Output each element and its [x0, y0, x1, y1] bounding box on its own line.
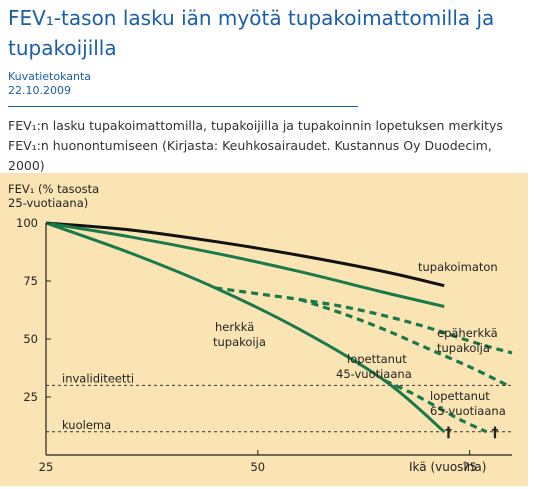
reference-lines: invaliditeetti kuolema	[46, 371, 512, 433]
tick-labels: 100 75 50 25 25 50 75	[16, 216, 477, 474]
label-lop65-2: 65-vuotiaana	[430, 404, 506, 418]
ref-label-kuolema: kuolema	[62, 418, 111, 432]
label-epaherkka-1: epäherkkä	[437, 326, 498, 340]
y-tick-label-75: 75	[23, 274, 38, 288]
y-tick-label-50: 50	[23, 332, 38, 346]
series-lopettanut-45-vuotiaana	[299, 298, 509, 387]
y-tick-label-25: 25	[23, 390, 38, 404]
label-herkka-2: tupakoija	[213, 335, 266, 349]
x-tick-label-25: 25	[39, 460, 54, 474]
label-tupakoimaton: tupakoimaton	[418, 260, 498, 274]
x-axis-title: Ikä (vuosina)	[409, 460, 486, 474]
label-lop45-2: 45-vuotiaana	[336, 367, 412, 381]
source-label: Kuvatietokanta	[8, 70, 92, 83]
death-markers: † †	[445, 425, 499, 441]
label-lop65-1: lopettanut	[430, 389, 490, 403]
label-herkka-1: herkkä	[215, 320, 254, 334]
death-marker-1: †	[445, 425, 452, 441]
article-meta: Kuvatietokanta 22.10.2009	[8, 70, 91, 98]
y-tick-label-100: 100	[16, 216, 38, 230]
series-dashed-3	[215, 286, 513, 355]
y-axis-title-line2: 25-vuotiaana)	[8, 196, 88, 210]
fev1-chart: FEV₁ (% tasosta 25-vuotiaana) invalidite…	[0, 173, 528, 486]
divider	[8, 106, 358, 107]
label-epaherkka-2: tupakoija	[437, 341, 490, 355]
death-marker-2: †	[492, 425, 499, 441]
series-tupakoimaton	[45, 221, 445, 288]
x-tick-label-75: 75	[462, 460, 477, 474]
figure-caption: FEV₁:n lasku tupakoimattomilla, tupakoij…	[8, 118, 503, 173]
y-axis-title-line1: FEV₁ (% tasosta	[8, 182, 99, 196]
publish-date: 22.10.2009	[8, 84, 71, 97]
ref-label-invaliditeetti: invaliditeetti	[62, 371, 134, 385]
page-title: FEV₁-tason lasku iän myötä tupakoimattom…	[8, 6, 495, 60]
series-group	[45, 221, 513, 434]
label-lop45-1: lopettanut	[347, 352, 407, 366]
series-epaherkka-tupakoija	[45, 221, 445, 308]
series-lopettanut-65-vuotiaana	[384, 379, 488, 434]
x-tick-label-50: 50	[250, 460, 265, 474]
